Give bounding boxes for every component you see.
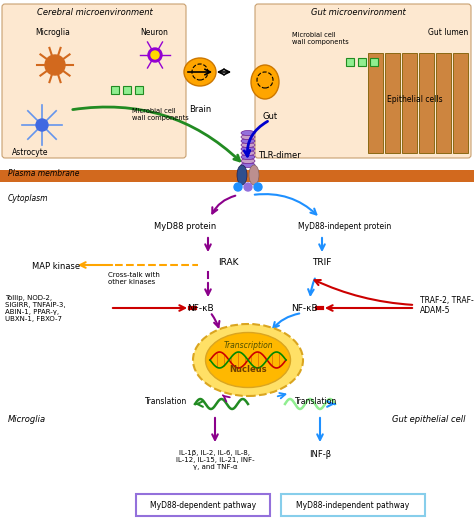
Text: Epithelial cells: Epithelial cells — [387, 95, 443, 104]
FancyBboxPatch shape — [436, 53, 451, 153]
Ellipse shape — [241, 162, 255, 168]
Text: Astrocyte: Astrocyte — [12, 148, 48, 157]
Text: Cytoplasm: Cytoplasm — [8, 194, 48, 203]
Text: MyD88-independent pathway: MyD88-independent pathway — [296, 500, 410, 510]
FancyBboxPatch shape — [2, 4, 186, 158]
Text: Neuron: Neuron — [140, 28, 168, 37]
FancyBboxPatch shape — [368, 53, 383, 153]
FancyBboxPatch shape — [136, 494, 270, 516]
Ellipse shape — [241, 158, 255, 163]
Text: MAP kinase: MAP kinase — [32, 262, 80, 271]
Text: Gut epithelial cell: Gut epithelial cell — [392, 415, 466, 424]
Text: Microglia: Microglia — [8, 415, 46, 424]
Circle shape — [254, 183, 262, 191]
Text: Cerebral microenvironment: Cerebral microenvironment — [37, 8, 153, 17]
Text: Microglia: Microglia — [35, 28, 70, 37]
Ellipse shape — [249, 165, 259, 185]
Text: Nucleus: Nucleus — [229, 365, 267, 375]
Text: Transcription: Transcription — [223, 342, 273, 350]
Text: Translation: Translation — [295, 397, 337, 406]
Text: TRAF-2, TRAF-4,
ADAM-5: TRAF-2, TRAF-4, ADAM-5 — [420, 296, 474, 316]
FancyBboxPatch shape — [385, 53, 400, 153]
Circle shape — [45, 55, 65, 75]
FancyBboxPatch shape — [402, 53, 417, 153]
Text: NF-κB: NF-κB — [187, 304, 213, 313]
Text: Gut: Gut — [263, 112, 278, 121]
Circle shape — [148, 48, 162, 62]
Ellipse shape — [193, 324, 303, 396]
Ellipse shape — [241, 139, 255, 143]
Text: NF-κB: NF-κB — [291, 304, 317, 313]
Ellipse shape — [184, 58, 216, 86]
Text: Microbial cell
wall components: Microbial cell wall components — [132, 108, 189, 121]
Text: Tollip, NOD-2,
SIGIRR, TNFAIP-3,
ABIN-1, PPAR-γ,
UBXN-1, FBXO-7: Tollip, NOD-2, SIGIRR, TNFAIP-3, ABIN-1,… — [5, 295, 65, 322]
Text: Gut microenvironment: Gut microenvironment — [310, 8, 405, 17]
Text: INF-β: INF-β — [309, 450, 331, 459]
Ellipse shape — [241, 134, 255, 140]
FancyBboxPatch shape — [453, 53, 468, 153]
Circle shape — [36, 119, 48, 131]
Ellipse shape — [241, 143, 255, 147]
Text: TLR-dimer: TLR-dimer — [258, 151, 301, 159]
Circle shape — [234, 183, 242, 191]
Ellipse shape — [241, 130, 255, 135]
Ellipse shape — [251, 65, 279, 99]
Text: Gut lumen: Gut lumen — [428, 28, 468, 37]
Ellipse shape — [241, 146, 255, 152]
FancyBboxPatch shape — [281, 494, 425, 516]
Text: IRAK: IRAK — [218, 258, 238, 267]
Text: Plasma membrane: Plasma membrane — [8, 170, 80, 179]
Circle shape — [244, 183, 252, 191]
Text: Microbial cell
wall components: Microbial cell wall components — [292, 32, 349, 45]
Text: TRIF: TRIF — [312, 258, 332, 267]
Text: MyD88-dependent pathway: MyD88-dependent pathway — [150, 500, 256, 510]
Bar — [0, 170, 474, 182]
FancyBboxPatch shape — [419, 53, 434, 153]
Text: Cross-talk with
other kinases: Cross-talk with other kinases — [108, 272, 160, 285]
Circle shape — [151, 51, 159, 59]
Text: MyD88-indepent protein: MyD88-indepent protein — [298, 222, 392, 231]
Text: MyD88 protein: MyD88 protein — [154, 222, 216, 231]
Text: Brain: Brain — [189, 105, 211, 114]
Text: Translation: Translation — [145, 397, 187, 406]
Ellipse shape — [241, 155, 255, 159]
FancyBboxPatch shape — [255, 4, 471, 158]
Ellipse shape — [241, 151, 255, 156]
Ellipse shape — [206, 333, 291, 388]
Text: IL-1β, IL-2, IL-6, IL-8,
IL-12, IL-15, IL-21, INF-
γ, and TNF-α: IL-1β, IL-2, IL-6, IL-8, IL-12, IL-15, I… — [176, 450, 255, 470]
Ellipse shape — [237, 165, 247, 185]
